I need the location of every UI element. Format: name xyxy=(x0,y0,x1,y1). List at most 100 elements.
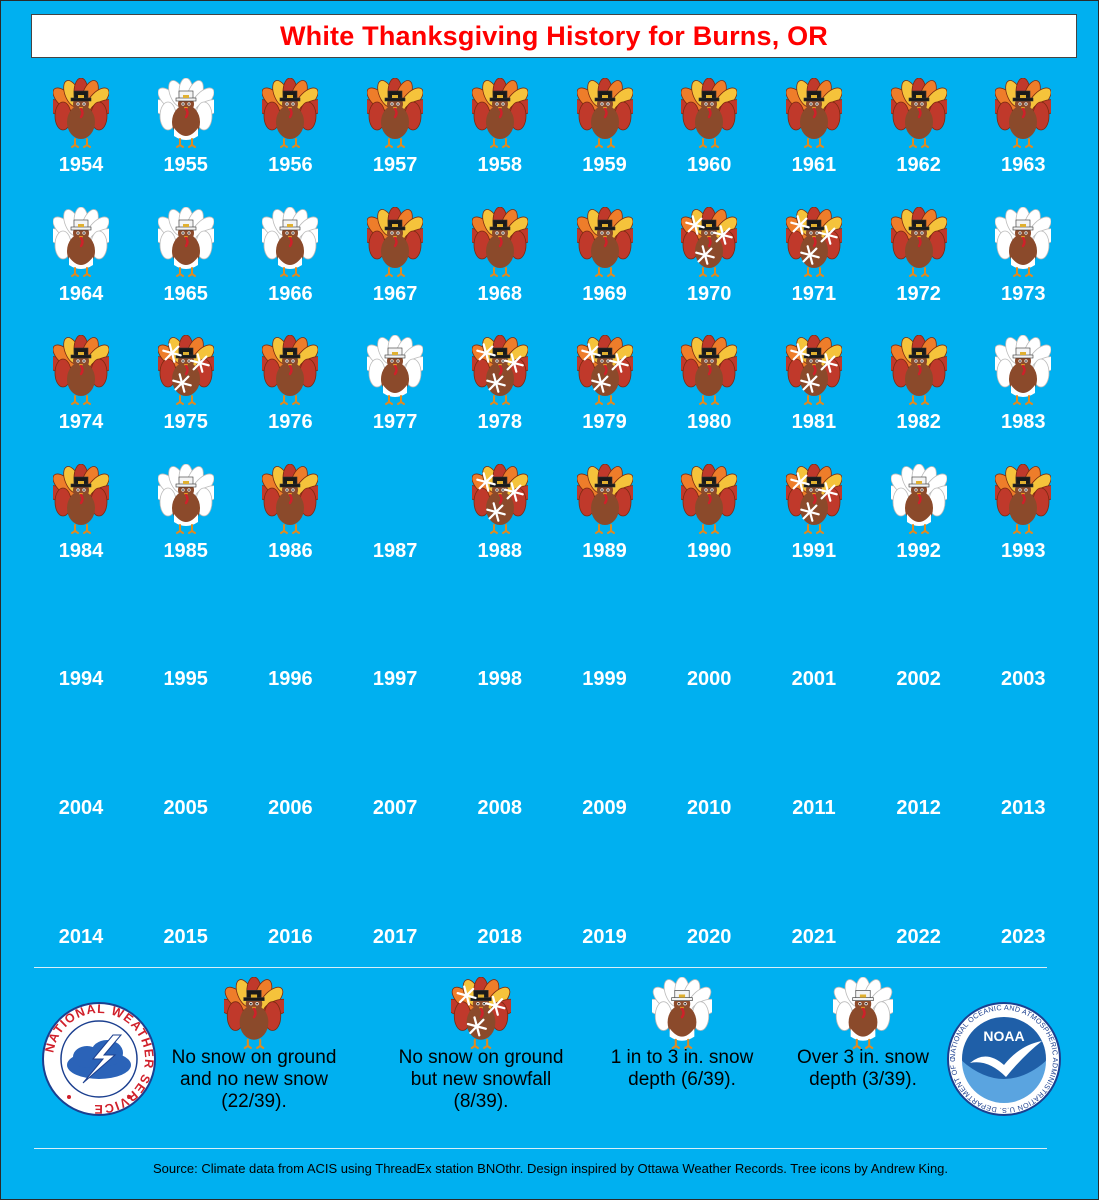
year-label: 1960 xyxy=(686,154,732,176)
year-label: 2006 xyxy=(268,797,313,819)
title-box: White Thanksgiving History for Burns, OR xyxy=(31,14,1077,58)
year-cell-1967: 1967 xyxy=(343,203,447,331)
turkey-none-icon xyxy=(986,77,1060,148)
year-label: 2012 xyxy=(896,797,941,819)
year-label: 1998 xyxy=(477,668,523,691)
year-cell-2018: 2018 xyxy=(448,846,552,974)
year-cell-2020: 2020 xyxy=(657,846,761,974)
year-cell-1979: 1979 xyxy=(553,331,657,459)
year-label: 2018 xyxy=(477,925,523,948)
year-cell-1966: 1966 xyxy=(238,203,342,331)
year-cell-1994: 1994 xyxy=(29,588,133,716)
turkey-newsnow-icon xyxy=(149,334,223,406)
year-label: 1976 xyxy=(268,411,313,434)
turkey-none-icon xyxy=(568,77,641,148)
turkey-newsnow-icon xyxy=(463,334,537,406)
year-label: 2011 xyxy=(792,797,836,819)
year-label: 1985 xyxy=(163,539,208,562)
year-label: 1992 xyxy=(896,539,941,562)
year-label: 2016 xyxy=(268,925,313,948)
year-label: 2010 xyxy=(686,797,732,819)
year-cell-2005: 2005 xyxy=(134,717,238,845)
year-cell-2011: 2011 xyxy=(762,717,866,845)
page-title: White Thanksgiving History for Burns, OR xyxy=(279,20,829,51)
year-label: 1973 xyxy=(1001,282,1046,305)
year-label: 1984 xyxy=(58,539,104,562)
legend-label-newsnow: No snow on ground but new snowfall (8/39… xyxy=(398,1047,564,1112)
year-cell-1995: 1995 xyxy=(134,588,238,716)
year-label: 2002 xyxy=(896,668,941,691)
legend-turkey-depth1to3-icon xyxy=(644,976,720,1049)
divider-top xyxy=(34,967,1047,968)
year-cell-1984: 1984 xyxy=(29,460,133,588)
year-label: 2007 xyxy=(372,797,418,819)
year-cell-2012: 2012 xyxy=(867,717,971,845)
legend-label-depth1to3: 1 in to 3 in. snow depth (6/39). xyxy=(610,1047,754,1090)
year-label: 2023 xyxy=(1001,925,1046,948)
year-cell-1992: 1992 xyxy=(867,460,971,588)
turkey-depth1to3-icon xyxy=(149,206,223,277)
year-cell-2008: 2008 xyxy=(448,717,552,845)
turkey-over3-icon xyxy=(149,463,223,534)
year-label: 2009 xyxy=(582,797,627,819)
year-cell-1997: 1997 xyxy=(343,588,447,716)
year-label: 1981 xyxy=(791,411,837,434)
year-label: 1988 xyxy=(477,539,523,562)
year-label: 2013 xyxy=(1001,797,1046,819)
legend-label-none: No snow on ground and no new snow (22/39… xyxy=(171,1047,337,1112)
year-label: 2015 xyxy=(163,925,208,948)
turkey-depth1to3-icon xyxy=(882,463,955,534)
year-label: 2004 xyxy=(58,797,104,819)
year-cell-1969: 1969 xyxy=(553,203,657,331)
year-label: 1987 xyxy=(372,539,418,562)
year-label: 1979 xyxy=(582,411,627,434)
turkey-none-icon xyxy=(463,77,537,148)
noaa-logo-text: NOAA xyxy=(983,1028,1024,1044)
year-cell-1974: 1974 xyxy=(29,331,133,459)
year-label: 2005 xyxy=(163,797,208,819)
year-label: 1999 xyxy=(582,668,627,691)
year-label: 1995 xyxy=(163,668,208,691)
year-label: 1983 xyxy=(1001,411,1046,434)
turkey-none-icon xyxy=(672,334,746,406)
year-label: 1989 xyxy=(582,539,627,562)
year-cell-1976: 1976 xyxy=(238,331,342,459)
year-cell-1978: 1978 xyxy=(448,331,552,459)
year-label: 1977 xyxy=(372,411,418,434)
year-cell-1955: 1955 xyxy=(134,74,238,202)
year-cell-1973: 1973 xyxy=(971,203,1075,331)
year-label: 2008 xyxy=(477,797,523,819)
year-cell-1961: 1961 xyxy=(762,74,866,202)
year-label: 1974 xyxy=(58,411,104,434)
year-label: 1963 xyxy=(1001,154,1046,176)
year-cell-1957: 1957 xyxy=(343,74,447,202)
turkey-newsnow-icon xyxy=(463,463,537,534)
turkey-none-icon xyxy=(44,463,118,534)
year-label: 2019 xyxy=(582,925,627,948)
year-cell-2014: 2014 xyxy=(29,846,133,974)
year-cell-1985: 1985 xyxy=(134,460,238,588)
year-cell-1975: 1975 xyxy=(134,331,238,459)
year-cell-2004: 2004 xyxy=(29,717,133,845)
turkey-depth1to3-icon xyxy=(986,334,1060,406)
year-label: 1961 xyxy=(791,154,837,176)
turkey-none-icon xyxy=(44,77,118,148)
year-cell-2003: 2003 xyxy=(971,588,1075,716)
nws-logo-icon: NATIONAL WEATHER SERVICE xyxy=(42,1002,156,1116)
turkey-newsnow-icon xyxy=(568,334,641,406)
turkey-none-icon xyxy=(568,463,641,534)
year-cell-1980: 1980 xyxy=(657,331,761,459)
turkey-none-icon xyxy=(882,77,955,148)
year-cell-1958: 1958 xyxy=(448,74,552,202)
year-cell-2013: 2013 xyxy=(971,717,1075,845)
year-cell-1964: 1964 xyxy=(29,203,133,331)
year-cell-2019: 2019 xyxy=(553,846,657,974)
year-label: 1994 xyxy=(58,668,104,691)
year-cell-1989: 1989 xyxy=(553,460,657,588)
turkey-none-icon xyxy=(672,463,746,534)
year-cell-2001: 2001 xyxy=(762,588,866,716)
year-cell-1981: 1981 xyxy=(762,331,866,459)
year-label: 1956 xyxy=(268,154,313,176)
year-label: 2022 xyxy=(896,925,941,948)
year-cell-1987: 1987 xyxy=(343,460,447,588)
